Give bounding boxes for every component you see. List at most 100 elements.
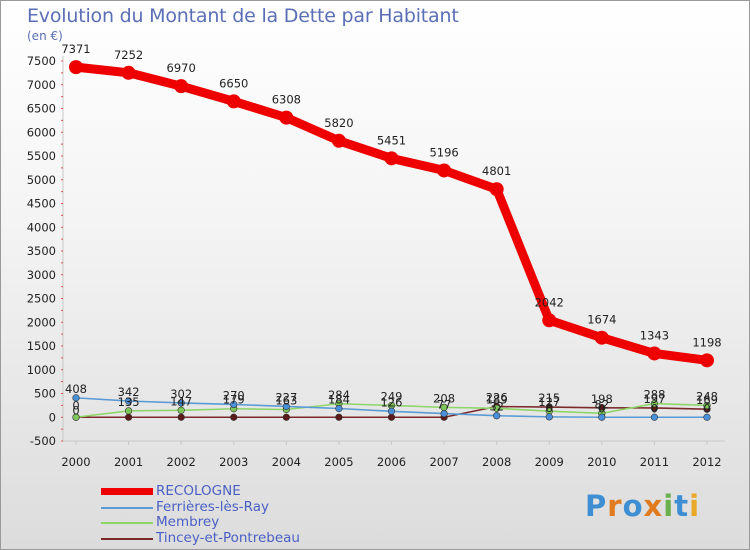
y-tick-label: 2500 [27, 292, 56, 306]
data-point [703, 401, 711, 410]
x-tick-label: 2009 [535, 455, 564, 469]
data-point [177, 406, 185, 414]
data-point [177, 399, 185, 407]
data-label: 342 [118, 385, 140, 399]
logo-letter: t [674, 489, 690, 523]
x-tick-label: 2010 [587, 455, 616, 469]
data-label: 7252 [114, 48, 143, 62]
x-tick-label: 2007 [429, 455, 458, 469]
data-label: 208 [433, 391, 455, 405]
data-label: 226 [486, 391, 508, 405]
data-point [437, 163, 452, 178]
data-point [700, 353, 714, 368]
data-label: 302 [170, 387, 192, 401]
y-tick-label: 1500 [27, 339, 56, 353]
data-point [331, 133, 346, 148]
legend-swatch [101, 537, 153, 540]
y-tick-label: 6000 [27, 125, 56, 139]
y-tick-label: 6500 [27, 102, 56, 116]
unit-label: (en €) [27, 29, 63, 43]
data-point [598, 413, 606, 421]
data-label: 6308 [272, 93, 301, 107]
y-tick-label: 4000 [27, 220, 56, 234]
data-label: 1674 [587, 313, 616, 327]
data-label: 0 [72, 398, 79, 412]
data-label: 197 [643, 392, 665, 406]
data-label: 147 [170, 394, 192, 408]
data-point [121, 65, 136, 80]
y-tick-label: 1000 [27, 363, 56, 377]
data-labels: 7371 7252 6970 6650 6308 5820 5451 5196 4801 2042… [61, 42, 721, 417]
data-label: 5196 [429, 145, 458, 159]
data-point [335, 413, 343, 421]
axes: -500 0 500 1000 1500 2000 2500 3000 3500 4000 4500… [27, 54, 725, 469]
data-label: 2042 [535, 295, 564, 309]
chart-title: Evolution du Montant de la Dette par Hab… [27, 5, 459, 27]
data-point [72, 394, 80, 402]
data-label: 32 [489, 400, 504, 414]
data-point [594, 330, 609, 345]
data-point [230, 400, 238, 409]
x-tick-label: 2006 [377, 455, 406, 469]
data-label: 1198 [692, 335, 721, 349]
logo-letter: r [607, 489, 623, 523]
data-point [542, 313, 557, 328]
y-tick-label: 0 [49, 410, 56, 424]
x-tick-label: 2012 [692, 455, 721, 469]
data-point [226, 94, 241, 109]
data-point [124, 413, 133, 421]
data-label: 0 [598, 401, 605, 415]
data-label: 227 [275, 390, 297, 404]
data-label: 6650 [219, 76, 248, 90]
y-tick-label: -500 [30, 434, 56, 448]
proxiti-logo: Proxiti [585, 489, 700, 523]
x-tick-label: 2000 [61, 455, 90, 469]
data-label: 4801 [482, 164, 511, 178]
data-point [282, 413, 290, 421]
logo-letter: i [663, 489, 675, 523]
data-label: 82 [595, 397, 610, 411]
data-point [124, 397, 133, 405]
y-tick-label: 4500 [27, 197, 56, 211]
y-tick-label: 2000 [27, 315, 56, 329]
data-label: 126 [381, 395, 403, 409]
data-label: 0 [703, 401, 710, 415]
data-label: 6970 [167, 61, 196, 75]
data-label: 127 [538, 395, 560, 409]
legend-swatch [101, 488, 153, 495]
data-label: 179 [223, 393, 245, 407]
data-label: 288 [643, 388, 665, 402]
data-point [489, 182, 504, 197]
data-label: 198 [591, 392, 613, 406]
y-tick-label: 5000 [27, 173, 56, 187]
data-point [384, 151, 399, 166]
data-point [124, 407, 133, 415]
y-tick-label: 3500 [27, 244, 56, 258]
data-point [387, 407, 396, 415]
data-label: 5820 [324, 116, 353, 130]
data-label: 408 [65, 382, 87, 396]
data-point [230, 413, 238, 421]
data-label: 163 [275, 394, 297, 408]
logo-letter: o [622, 489, 644, 523]
data-label: 0 [651, 401, 658, 415]
x-tick-label: 2005 [324, 455, 353, 469]
logo-letter: P [585, 489, 608, 523]
series-lines [71, 62, 712, 419]
x-tick-label: 2011 [640, 455, 669, 469]
data-label: 77 [437, 398, 452, 412]
data-label: 284 [328, 388, 350, 402]
x-tick-label: 2002 [167, 455, 196, 469]
data-point [69, 60, 83, 75]
data-point [650, 399, 659, 408]
legend-label: Membrey [156, 514, 220, 530]
legend-label: Tincey-et-Pontrebeau [156, 529, 300, 546]
data-label: 1343 [640, 328, 669, 342]
data-point [72, 413, 80, 421]
data-point [440, 409, 448, 418]
data-point [282, 402, 290, 411]
y-tick-label: 3000 [27, 268, 56, 282]
data-label: 270 [223, 388, 245, 402]
